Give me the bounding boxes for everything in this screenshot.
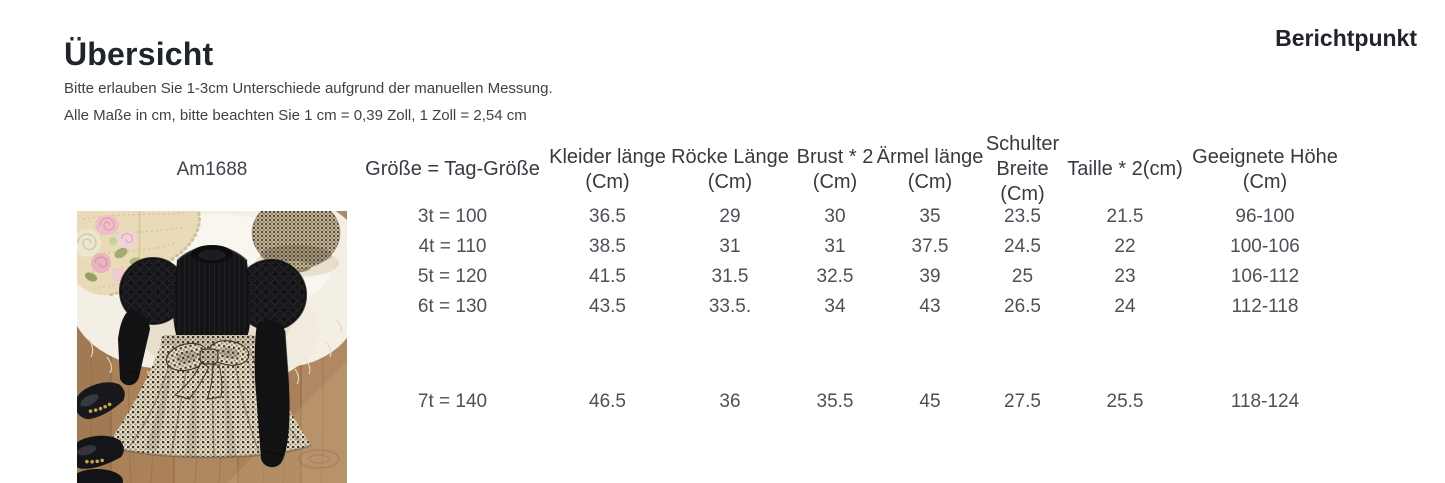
measurement-cell: 24.5 [1004, 236, 1041, 257]
product-photo-illustration [77, 211, 347, 483]
note-tolerance: Bitte erlauben Sie 1-3cm Unterschiede au… [64, 80, 553, 97]
table-header-row: Am1688 Größe = Tag-Größe Kleider länge (C… [64, 132, 1345, 205]
measurement-cell: 43.5 [589, 296, 626, 317]
col-header-kleider-laenge: Kleider länge (Cm) [549, 145, 666, 193]
measurement-cell: 22 [1114, 236, 1136, 257]
measurement-cell: 23.5 [1004, 206, 1041, 227]
table-row-6t: 6t = 130 43.5 33.5. 34 43 26.5 24 112-11… [64, 292, 1345, 322]
measurement-cell: 31 [824, 236, 846, 257]
size-cell: 5t = 120 [417, 266, 488, 287]
page-title: Übersicht [64, 36, 214, 73]
measurement-cell: 100-106 [1230, 236, 1300, 257]
measurement-cell: 46.5 [589, 391, 626, 412]
size-cell: 3t = 100 [417, 206, 488, 227]
measurement-cell: 36 [719, 391, 741, 412]
measurement-cell: 21.5 [1106, 206, 1144, 227]
size-cell: 7t = 140 [417, 391, 488, 412]
table-row-3t: 3t = 100 36.5 29 30 35 23.5 21.5 96-100 [64, 202, 1345, 232]
measurement-cell: 34 [824, 296, 846, 317]
product-photo [77, 211, 347, 483]
measurement-cell: 106-112 [1230, 266, 1300, 287]
measurement-cell: 35 [919, 206, 941, 227]
measurement-cell: 27.5 [1004, 391, 1041, 412]
measurement-cell: 96-100 [1235, 206, 1295, 227]
size-cell: 4t = 110 [418, 236, 487, 257]
table-row-5t: 5t = 120 41.5 31.5 32.5 39 25 23 106-112 [64, 262, 1345, 292]
measurement-cell: 37.5 [911, 236, 949, 257]
measurement-cell: 25 [1011, 266, 1034, 287]
measurement-cell: 24 [1114, 296, 1136, 317]
measurement-cell: 32.5 [816, 266, 854, 287]
col-header-schulter-breite: Schulter Breite (Cm) [985, 133, 1060, 205]
measurement-cell: 43 [919, 296, 941, 317]
table-row-7t: 7t = 140 46.5 36 35.5 45 27.5 25.5 118-1… [64, 322, 1345, 482]
measurement-cell: 26.5 [1004, 296, 1041, 317]
table-row-4t: 4t = 110 38.5 31 31 37.5 24.5 22 100-106 [64, 232, 1345, 262]
black-shoes-graphic [77, 382, 125, 483]
measurement-cell: 33.5. [708, 296, 752, 317]
col-header-brust: Brust * 2 (Cm) [796, 145, 874, 193]
note-units: Alle Maße in cm, bitte beachten Sie 1 cm… [64, 107, 527, 124]
bow-graphic [165, 340, 250, 400]
measurement-cell: 41.5 [589, 266, 626, 287]
measurement-cell: 45 [919, 391, 941, 412]
size-table: Am1688 Größe = Tag-Größe Kleider länge (C… [64, 132, 1345, 482]
measurement-cell: 31 [719, 236, 741, 257]
flowers-graphic [77, 215, 141, 282]
measurement-cell: 35.5 [816, 391, 854, 412]
col-header-taille: Taille * 2(cm) [1067, 158, 1183, 180]
right-sleeve-cuff-graphic [254, 320, 290, 468]
measurement-cell: 30 [824, 206, 846, 227]
report-link[interactable]: Berichtpunkt [1275, 25, 1417, 51]
measurement-cell: 25.5 [1106, 391, 1144, 412]
measurement-cell: 29 [719, 206, 741, 227]
measurement-cell: 31.5 [711, 266, 749, 287]
beret-hat-graphic [251, 211, 341, 273]
measurement-cell: 39 [919, 266, 941, 287]
col-header-groesse-tag-groesse: Größe = Tag-Größe [365, 158, 540, 180]
measurement-cell: 112-118 [1231, 296, 1299, 317]
measurement-notes: Bitte erlauben Sie 1-3cm Unterschiede au… [64, 75, 553, 129]
product-code: Am1688 [176, 159, 248, 180]
measurement-cell: 36.5 [589, 206, 626, 227]
col-header-roecke-laenge: Röcke Länge (Cm) [671, 145, 789, 193]
col-header-aermel-laenge: Ärmel länge (Cm) [876, 145, 984, 193]
black-top-graphic [118, 245, 307, 386]
size-cell: 6t = 130 [417, 296, 488, 317]
measurement-cell: 118-124 [1230, 391, 1300, 412]
measurement-cell: 23 [1114, 266, 1136, 287]
measurement-cell: 38.5 [589, 236, 626, 257]
col-header-geeignete-hoehe: Geeignete Höhe (Cm) [1192, 145, 1338, 193]
